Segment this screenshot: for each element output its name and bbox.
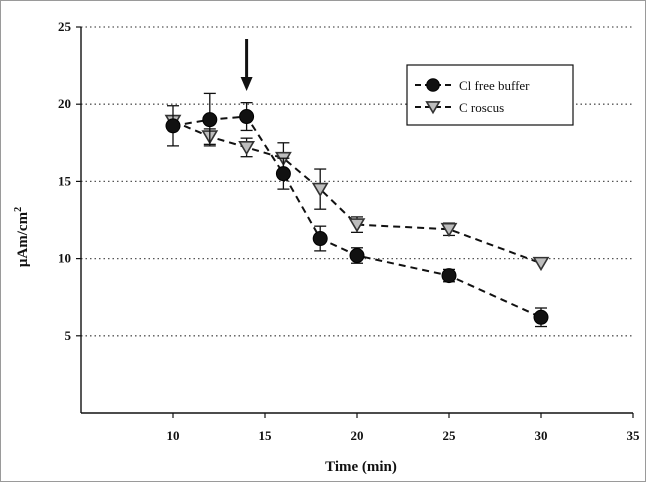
x-axis-title: Time (min) <box>325 459 397 475</box>
data-point <box>311 182 329 197</box>
y-tick-label-25: 25 <box>58 19 72 34</box>
x-tick-label-25: 25 <box>443 428 457 443</box>
data-point <box>348 218 366 233</box>
axes <box>76 26 634 418</box>
y-tick-label-5: 5 <box>65 328 72 343</box>
data-point <box>275 166 291 182</box>
y-axis-title-main: μAm/cm <box>15 211 31 267</box>
x-tick-label-30: 30 <box>535 428 548 443</box>
y-tick-label-20: 20 <box>58 96 71 111</box>
y-tick-label-15: 15 <box>58 173 72 188</box>
data-point <box>202 112 218 128</box>
x-tick-labels: 10 15 20 25 30 35 <box>167 428 641 443</box>
data-point <box>165 118 181 134</box>
x-tick-label-15: 15 <box>259 428 273 443</box>
data-point <box>238 141 255 156</box>
data-point <box>532 256 550 272</box>
x-tick-label-35: 35 <box>627 428 641 443</box>
series-line <box>172 120 542 265</box>
legend-marker-1 <box>426 78 440 92</box>
legend-label-2: C roscus <box>459 100 504 115</box>
legend-label-1: Cl free buffer <box>459 78 530 93</box>
annotations <box>240 39 253 91</box>
y-tick-labels: 5 10 15 20 25 <box>58 19 72 343</box>
data-point <box>533 309 549 325</box>
series-1 <box>165 92 549 328</box>
legend-box <box>406 64 574 126</box>
data-point <box>441 268 457 284</box>
data-series <box>164 92 550 328</box>
legend: Cl free buffer C roscus <box>406 64 574 126</box>
y-axis-title-superscript: 2 <box>13 207 24 212</box>
data-point <box>349 248 365 264</box>
data-point <box>440 222 458 238</box>
data-point <box>312 231 328 247</box>
y-tick-label-10: 10 <box>58 251 71 266</box>
series-2 <box>164 114 550 272</box>
y-axis-title: μAm/cm2 <box>13 207 31 267</box>
legend-marker-2 <box>425 101 441 115</box>
data-point <box>239 109 255 125</box>
x-tick-label-10: 10 <box>167 428 180 443</box>
annotation-arrow-head <box>240 77 253 91</box>
x-tick-label-20: 20 <box>351 428 364 443</box>
